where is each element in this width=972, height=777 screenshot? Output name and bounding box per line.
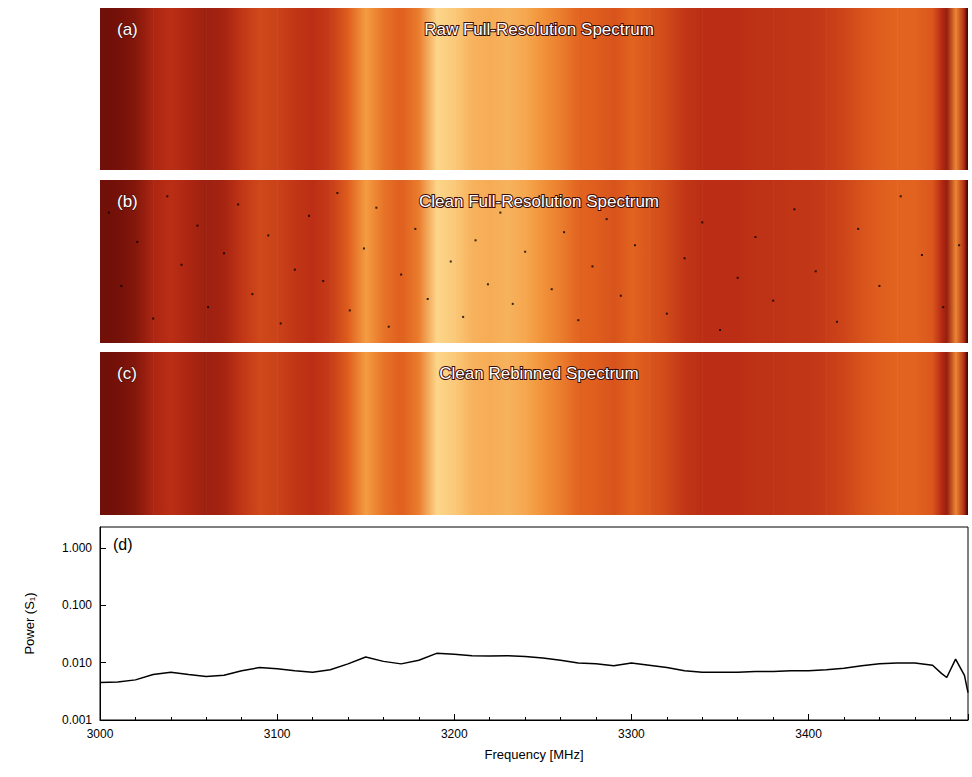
svg-text:Clean Full-Resolution Spectrum: Clean Full-Resolution Spectrum <box>419 192 659 211</box>
svg-text:(d): (d) <box>113 536 133 553</box>
svg-text:3000: 3000 <box>87 727 114 741</box>
svg-text:1.000: 1.000 <box>62 541 92 555</box>
svg-text:Raw Full-Resolution Spectrum: Raw Full-Resolution Spectrum <box>424 20 654 39</box>
svg-text:Power (S₁): Power (S₁) <box>22 592 37 654</box>
svg-text:0.100: 0.100 <box>62 598 92 612</box>
svg-text:(b): (b) <box>117 192 138 211</box>
svg-text:0.001: 0.001 <box>62 713 92 727</box>
svg-text:3100: 3100 <box>264 727 291 741</box>
svg-text:Frequency [MHz]: Frequency [MHz] <box>485 747 584 762</box>
svg-text:3300: 3300 <box>618 727 645 741</box>
svg-text:0.010: 0.010 <box>62 656 92 670</box>
svg-text:3400: 3400 <box>795 727 822 741</box>
svg-text:Clean Rebinned Spectrum: Clean Rebinned Spectrum <box>439 364 638 383</box>
svg-text:(a): (a) <box>117 20 138 39</box>
svg-text:3200: 3200 <box>441 727 468 741</box>
svg-text:(c): (c) <box>117 364 137 383</box>
